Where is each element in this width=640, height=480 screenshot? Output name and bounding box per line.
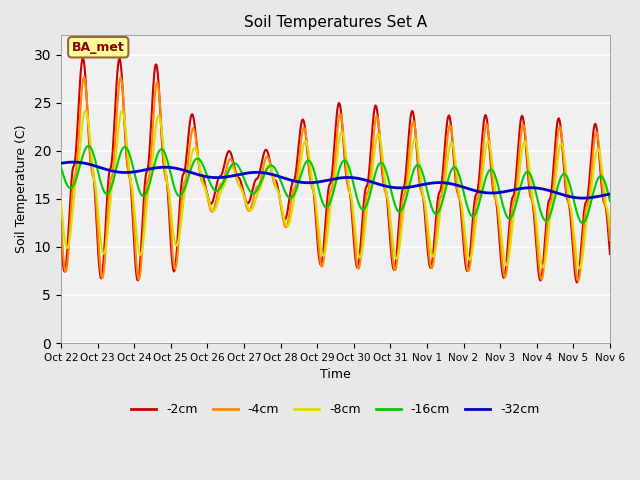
-4cm	[209, 208, 217, 214]
-32cm	[67, 159, 75, 165]
Legend: -2cm, -4cm, -8cm, -16cm, -32cm: -2cm, -4cm, -8cm, -16cm, -32cm	[126, 398, 545, 421]
-32cm	[579, 195, 587, 201]
-2cm	[403, 159, 411, 165]
-2cm	[79, 55, 87, 61]
-4cm	[57, 217, 65, 223]
-4cm	[124, 168, 132, 174]
-4cm	[419, 193, 427, 199]
Y-axis label: Soil Temperature (C): Soil Temperature (C)	[15, 125, 28, 253]
-8cm	[57, 199, 65, 205]
-8cm	[575, 265, 583, 271]
-16cm	[84, 143, 92, 149]
Text: BA_met: BA_met	[72, 41, 125, 54]
X-axis label: Time: Time	[320, 368, 351, 381]
-32cm	[124, 169, 132, 175]
-16cm	[67, 185, 75, 191]
-16cm	[579, 220, 586, 226]
-8cm	[419, 191, 427, 196]
-32cm	[57, 160, 65, 166]
-2cm	[419, 192, 427, 198]
-8cm	[209, 208, 217, 214]
-8cm	[124, 155, 132, 160]
-32cm	[69, 159, 77, 165]
-16cm	[124, 148, 132, 154]
-2cm	[124, 166, 132, 172]
-4cm	[67, 211, 75, 217]
Line: -32cm: -32cm	[61, 162, 610, 198]
-32cm	[403, 185, 411, 191]
-4cm	[80, 74, 88, 80]
-8cm	[180, 195, 188, 201]
-16cm	[57, 164, 65, 170]
-16cm	[403, 192, 411, 198]
-4cm	[180, 180, 188, 186]
-8cm	[606, 225, 614, 230]
-2cm	[57, 231, 65, 237]
-4cm	[574, 278, 582, 284]
-2cm	[573, 280, 581, 286]
-8cm	[81, 108, 89, 113]
-8cm	[403, 190, 411, 195]
-2cm	[180, 170, 188, 176]
-4cm	[606, 238, 614, 243]
-32cm	[606, 191, 614, 197]
-2cm	[606, 251, 614, 257]
Line: -4cm: -4cm	[61, 77, 610, 281]
-4cm	[403, 178, 411, 184]
-32cm	[180, 168, 188, 173]
-8cm	[67, 227, 75, 232]
-16cm	[419, 171, 427, 177]
Line: -8cm: -8cm	[61, 110, 610, 268]
-2cm	[67, 187, 75, 193]
-32cm	[209, 175, 217, 180]
Line: -16cm: -16cm	[61, 146, 610, 223]
-16cm	[209, 185, 217, 191]
-2cm	[209, 198, 217, 204]
Line: -2cm: -2cm	[61, 58, 610, 283]
-16cm	[606, 198, 614, 204]
Title: Soil Temperatures Set A: Soil Temperatures Set A	[244, 15, 427, 30]
-16cm	[180, 188, 188, 193]
-32cm	[419, 182, 427, 188]
